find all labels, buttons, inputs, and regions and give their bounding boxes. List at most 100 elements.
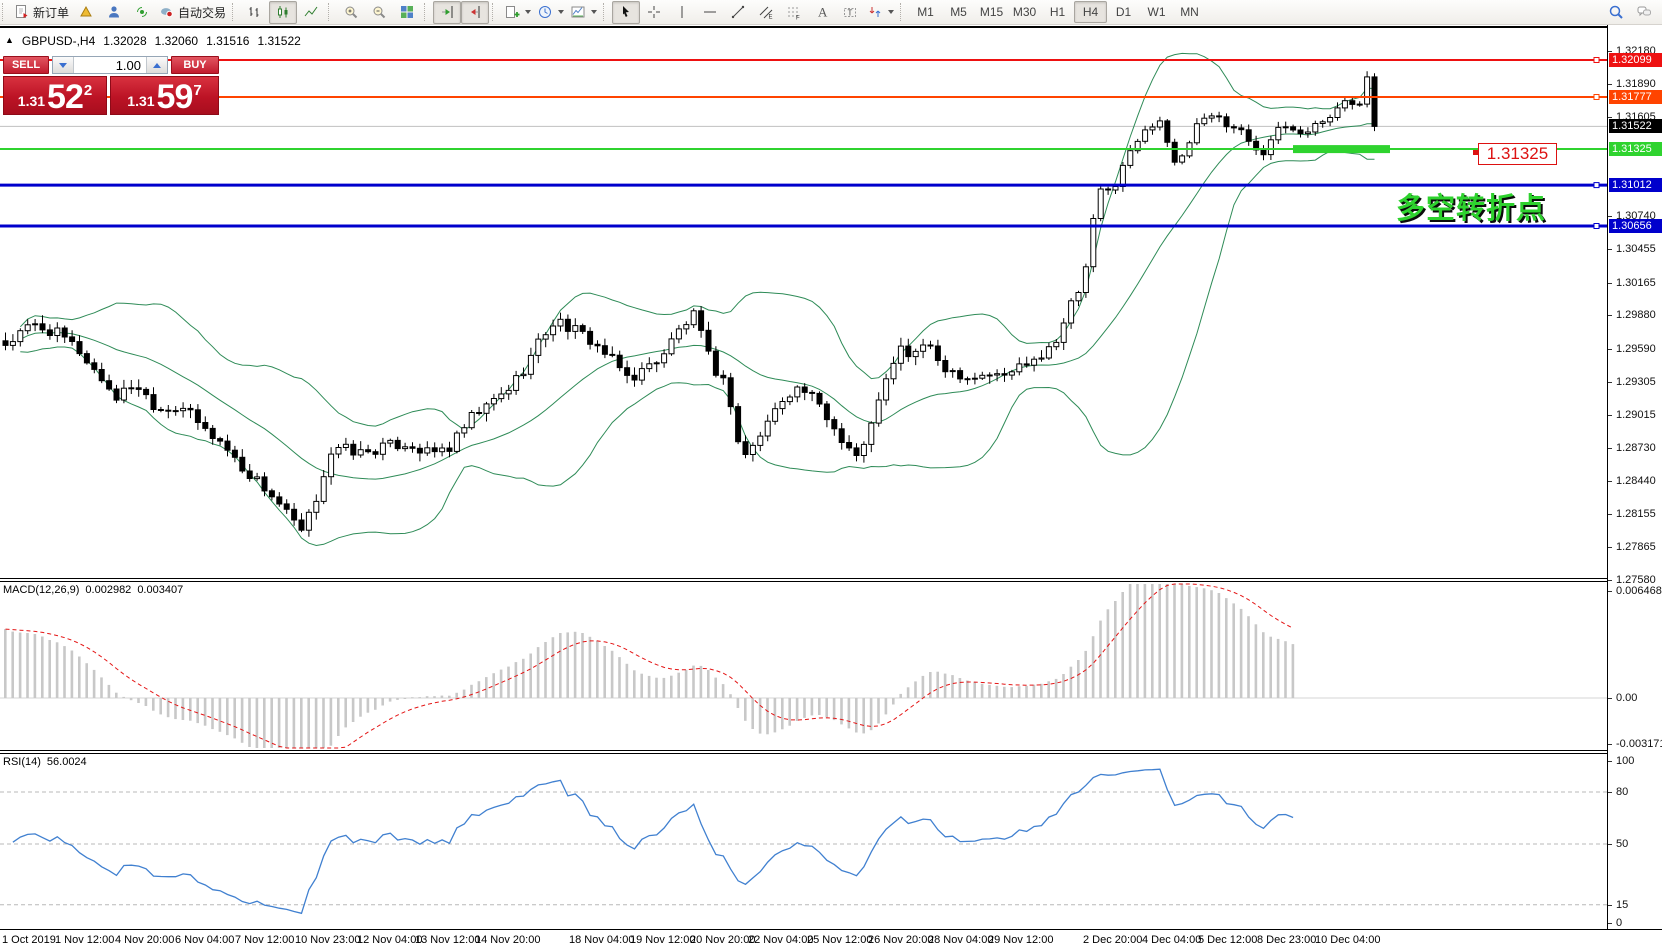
axis-tick-label: 100 [1616,755,1635,767]
axis-tick-label: 1.27865 [1616,541,1656,553]
market-button[interactable] [72,1,100,24]
buy-price-button[interactable]: 1.31 59 7 [110,76,219,115]
zoom-in-button[interactable] [337,1,365,24]
axis-tick-mark [1608,283,1612,284]
axis-tick-label: 0.00 [1616,692,1638,704]
autotrade-button[interactable]: 自动交易 [156,1,229,24]
crosshair-button[interactable] [640,1,668,24]
timeframe-m5-button[interactable]: M5 [942,1,975,23]
price-axis[interactable]: 1.32180 1.31890 1.31605 1.30740 1.30455 1.301… [1607,25,1662,929]
chart-shift-icon [467,4,483,20]
toolbar-group-zoom [335,0,423,24]
pane-separator[interactable] [0,750,1607,754]
text-button[interactable]: A [808,1,836,24]
label-button[interactable]: T [836,1,864,24]
timeframe-mn-button[interactable]: MN [1173,1,1206,23]
price-label-chip: 1.30656 [1609,219,1662,233]
toolbar-group-insert [499,0,602,24]
ohlc-close: 1.31522 [257,34,301,48]
vline-button[interactable] [668,1,696,24]
axis-tick-mark [1608,923,1612,924]
time-axis-border [0,929,1662,930]
profile-button[interactable] [100,1,128,24]
trendline-button[interactable] [724,1,752,24]
arrows-button[interactable] [864,1,897,24]
axis-tick-label: 15 [1616,899,1629,911]
turning-point-text[interactable]: 多空转折点 [1396,193,1547,225]
main-chart-pane[interactable]: ▲ GBPUSD-,H4 1.32028 1.32060 1.31516 1.3… [0,29,1607,578]
axis-tick-mark [1608,84,1612,85]
timeframe-d1-button[interactable]: D1 [1107,1,1140,23]
bar-chart-button[interactable] [241,1,269,24]
volume-increase-button[interactable] [146,57,167,73]
one-click-collapse-icon[interactable]: ▲ [5,35,14,45]
price-level-annotation[interactable]: 1.31325 [1478,143,1557,165]
ohlc-high: 1.32060 [154,34,199,48]
axis-tick-mark [1608,481,1612,482]
sell-price-button[interactable]: 1.31 52 2 [3,76,107,115]
timeframe-h4-button[interactable]: H4 [1074,1,1108,23]
symbol-title: GBPUSD-,H4 [21,34,96,48]
time-axis-label: 6 Nov 04:00 [175,934,235,946]
timeframe-h1-button[interactable]: H1 [1041,1,1074,23]
price-label-chip: 1.31325 [1609,142,1662,156]
axis-tick-mark [1608,216,1612,217]
chevron-down-icon[interactable] [591,10,598,14]
timeframe-m30-button[interactable]: M30 [1008,1,1041,23]
line-chart-icon [303,4,319,20]
search-icon[interactable] [1608,4,1624,20]
axis-tick-label: 0 [1616,917,1623,929]
axis-tick-mark [1608,547,1612,548]
chevron-down-icon[interactable] [525,10,532,14]
timeframe-w1-button[interactable]: W1 [1140,1,1173,23]
time-axis[interactable]: 1 Oct 2019 1 Nov 12:00 4 Nov 20:00 6 Nov 04… [0,930,1662,949]
axis-tick-mark [1608,580,1612,581]
cursor-button[interactable] [612,0,641,24]
rsi-canvas[interactable] [0,754,1607,929]
axis-tick-label: 1.30165 [1616,277,1656,289]
indicators-button[interactable] [501,1,534,24]
fibo-button[interactable]: F [780,1,808,24]
candlestick-button[interactable] [269,0,298,24]
auto-scroll-button[interactable] [433,0,462,24]
main-chart-canvas[interactable] [0,29,1607,578]
svg-text:T: T [848,9,853,18]
axis-tick-label: 1.29015 [1616,409,1656,421]
chevron-down-icon[interactable] [558,10,565,14]
zoom-out-button[interactable] [365,1,393,24]
rsi-pane[interactable]: RSI(14) 56.0024 [0,754,1607,929]
signals-icon [134,4,150,20]
channel-button[interactable]: E [752,1,780,24]
buy-button[interactable]: BUY [171,56,219,74]
tile-windows-button[interactable] [393,1,421,24]
templates-button[interactable] [567,1,600,24]
volume-input[interactable] [74,57,146,73]
toolbar-right-icons [1608,4,1662,20]
axis-tick-mark [1608,844,1612,845]
sell-button[interactable]: SELL [3,56,49,74]
line-chart-button[interactable] [297,1,325,24]
pane-separator[interactable] [0,578,1607,582]
volume-decrease-button[interactable] [53,57,74,73]
axis-tick-mark [1608,315,1612,316]
chat-icon[interactable] [1636,4,1652,20]
plus-arrow-icon [153,62,161,68]
timeframe-m15-button[interactable]: M15 [975,1,1008,23]
new-order-icon [14,4,30,20]
chevron-down-icon[interactable] [888,10,895,14]
macd-pane[interactable]: MACD(12,26,9) 0.002982 0.003407 [0,582,1607,750]
timeframe-m1-button[interactable]: M1 [909,1,942,23]
signals-button[interactable] [128,1,156,24]
axis-tick-mark [1608,744,1612,745]
toolbar-grip [2,3,6,21]
toolbar-grip [232,3,236,21]
hline-icon [702,4,718,20]
new-order-button[interactable]: 新订单 [11,1,72,24]
macd-canvas[interactable] [0,582,1607,750]
time-axis-label: 26 Nov 20:00 [868,934,934,946]
periods-button[interactable] [534,1,567,24]
chart-shift-button[interactable] [461,0,490,24]
svg-text:E: E [769,15,773,21]
hline-button[interactable] [696,1,724,24]
